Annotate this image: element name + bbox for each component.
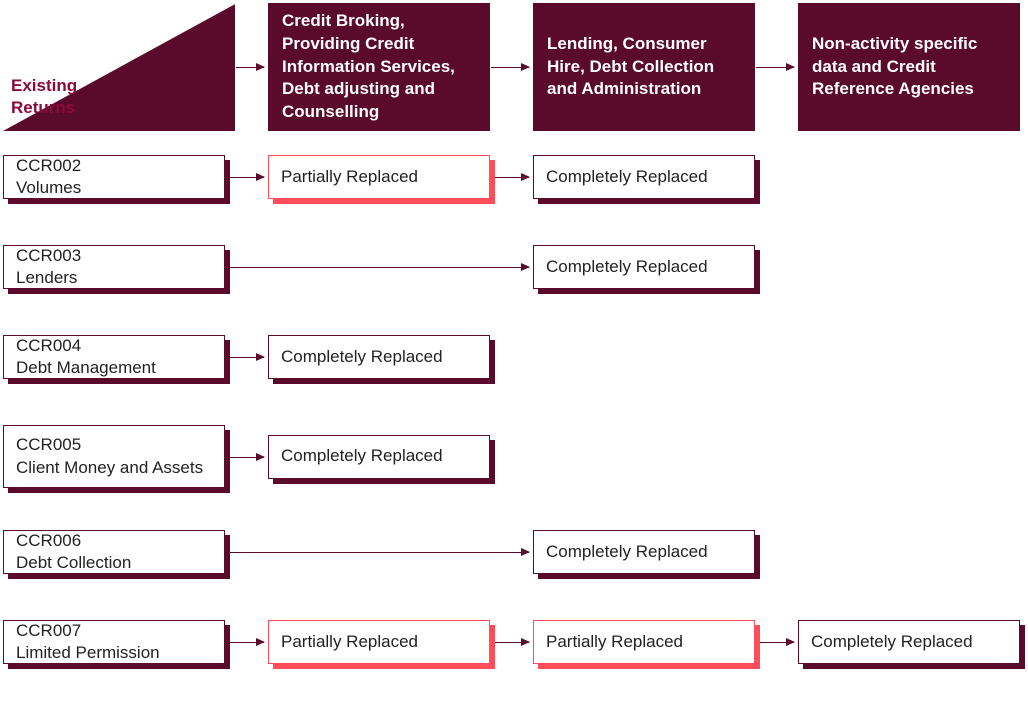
- return-code: CCR004: [16, 335, 212, 357]
- status-box-ccr004-col1: Completely Replaced: [268, 335, 490, 379]
- header-split-cell: Phase Existing Returns: [3, 3, 235, 131]
- return-code: CCR003: [16, 245, 212, 267]
- arrow-ccr002-1-2: [495, 177, 529, 178]
- arrow-ccr006-0-2: [230, 552, 529, 553]
- return-title: Debt Management: [16, 357, 212, 379]
- return-box-ccr002: CCR002Volumes: [3, 155, 225, 199]
- arrow-header-3: [756, 67, 794, 68]
- status-box-ccr003-col2: Completely Replaced: [533, 245, 755, 289]
- return-code: CCR002: [16, 155, 212, 177]
- arrow-ccr007-2-3: [760, 642, 794, 643]
- status-box-ccr002-col2: Completely Replaced: [533, 155, 755, 199]
- arrow-ccr004-0-1: [230, 357, 264, 358]
- arrow-ccr007-0-1: [230, 642, 264, 643]
- return-title: Client Money and Assets: [16, 457, 212, 479]
- return-title: Lenders: [16, 267, 212, 289]
- return-code: CCR007: [16, 620, 212, 642]
- arrow-ccr005-0-1: [230, 457, 264, 458]
- return-box-ccr003: CCR003Lenders: [3, 245, 225, 289]
- arrow-ccr002-0-1: [230, 177, 264, 178]
- return-title: Volumes: [16, 177, 212, 199]
- return-box-ccr004: CCR004Debt Management: [3, 335, 225, 379]
- phase-col-2: Credit Broking, Providing Credit Informa…: [268, 3, 490, 131]
- return-title: Debt Collection: [16, 552, 212, 574]
- status-box-ccr002-col1: Partially Replaced: [268, 155, 490, 199]
- return-code: CCR006: [16, 530, 212, 552]
- status-box-ccr005-col1: Completely Replaced: [268, 435, 490, 479]
- arrow-header-2: [491, 67, 529, 68]
- status-box-ccr007-col2: Partially Replaced: [533, 620, 755, 664]
- arrow-header-1: [236, 67, 264, 68]
- return-box-ccr007: CCR007Limited Permission: [3, 620, 225, 664]
- arrow-ccr003-0-2: [230, 267, 529, 268]
- return-box-ccr005: CCR005Client Money and Assets: [3, 425, 225, 488]
- return-title: Limited Permission: [16, 642, 212, 664]
- existing-label-line1: Existing: [11, 76, 77, 95]
- status-box-ccr007-col3: Completely Replaced: [798, 620, 1020, 664]
- phase-col-4: Non-activity specific data and Credit Re…: [798, 3, 1020, 131]
- arrow-ccr007-1-2: [495, 642, 529, 643]
- phase-col-3: Lending, Consumer Hire, Debt Collection …: [533, 3, 755, 131]
- existing-returns-label: Existing Returns: [11, 75, 77, 119]
- return-box-ccr006: CCR006Debt Collection: [3, 530, 225, 574]
- status-box-ccr006-col2: Completely Replaced: [533, 530, 755, 574]
- phase-label: Phase: [113, 21, 163, 41]
- return-code: CCR005: [16, 434, 212, 456]
- status-box-ccr007-col1: Partially Replaced: [268, 620, 490, 664]
- existing-label-line2: Returns: [11, 98, 75, 117]
